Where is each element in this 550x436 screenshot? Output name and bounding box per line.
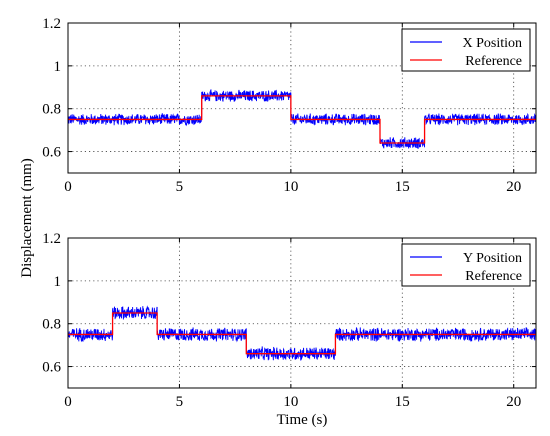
y-tick-label: 1.2 <box>42 231 61 247</box>
x-tick-label: 20 <box>506 394 521 410</box>
plot-frame <box>67 22 537 174</box>
x-tick-label: 20 <box>506 179 521 195</box>
x-tick-label: 10 <box>283 179 298 195</box>
shared-y-axis-label: Displacement (mm) <box>19 158 35 278</box>
x-tick-label: 0 <box>64 394 72 410</box>
x-tick-label: 10 <box>283 394 298 410</box>
legend: Y Position Reference <box>401 243 531 287</box>
plot-frame <box>67 237 537 389</box>
legend-label: Reference <box>465 54 522 69</box>
y-tick-label: 1 <box>54 59 62 75</box>
y-tick-label: 0.8 <box>42 317 61 333</box>
series-line-reference <box>68 95 536 144</box>
y-tick-label: 1 <box>54 274 62 290</box>
x-tick-label: 5 <box>176 179 184 195</box>
legend-box <box>401 28 531 72</box>
x-tick-label: 15 <box>395 179 410 195</box>
legend-box <box>401 243 531 287</box>
series-line-y-position <box>67 305 537 361</box>
x-axis-label: Time (s) <box>277 412 328 428</box>
legend-label: Reference <box>465 269 522 284</box>
series-line-reference <box>68 312 536 355</box>
y-tick-label: 0.6 <box>42 145 61 161</box>
bottom-chart: 0 5 10 15 20 0.6 0.8 1 1.2 Time (s) Y Position Refe… <box>42 231 537 428</box>
x-tick-label: 5 <box>176 394 184 410</box>
y-tick-label: 0.8 <box>42 102 61 118</box>
x-tick-label: 0 <box>64 179 72 195</box>
legend-label: X Position <box>462 36 522 51</box>
y-tick-label: 0.6 <box>42 360 61 376</box>
top-chart: 0 5 10 15 20 0.6 0.8 1 1.2 X Position Reference <box>42 16 537 195</box>
x-tick-label: 15 <box>395 394 410 410</box>
y-tick-label: 1.2 <box>42 16 61 32</box>
legend-label: Y Position <box>463 251 522 266</box>
legend: X Position Reference <box>401 28 531 72</box>
series-line-x-position <box>67 89 537 149</box>
